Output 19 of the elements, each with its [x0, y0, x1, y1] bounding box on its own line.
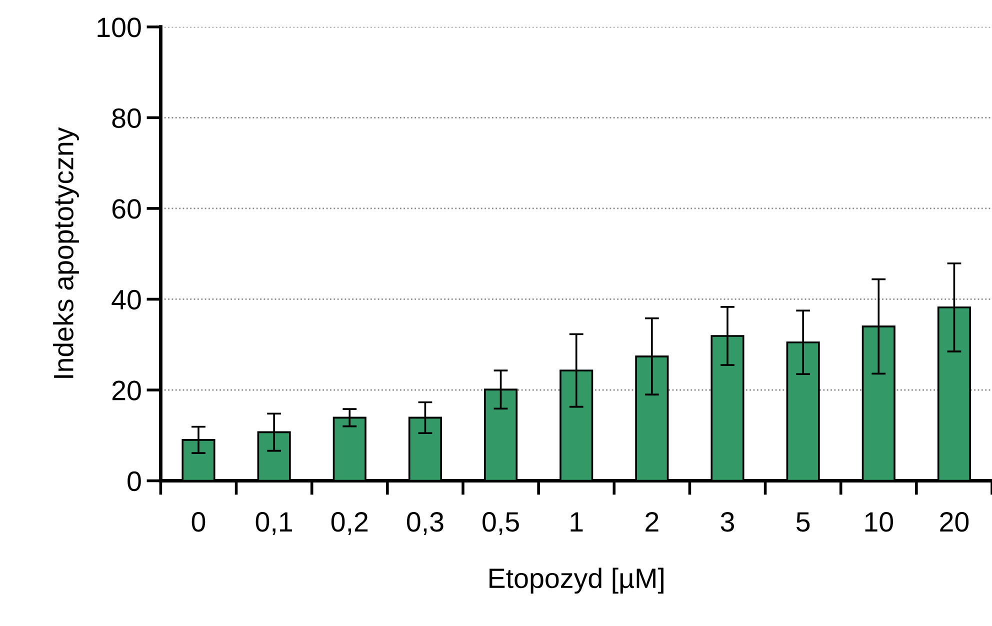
x-tick-label: 5 [796, 512, 810, 532]
y-tick-label: 0 [128, 471, 141, 492]
y-tick-label: 80 [112, 108, 141, 128]
x-tick-label: 2 [646, 512, 658, 532]
x-tick-label: 0,1 [256, 512, 292, 536]
x-tick-label: 3 [720, 512, 734, 532]
x-axis-title: Etopozyd [µM] [490, 568, 664, 594]
y-tick-label: 60 [112, 199, 141, 219]
x-tick-label: 10 [865, 512, 894, 532]
x-tick-label: 0,2 [331, 512, 368, 536]
x-tick-label: 20 [940, 512, 969, 532]
y-tick-label: 20 [112, 380, 141, 400]
y-tick-label: 40 [112, 290, 141, 310]
x-tick-label: 0 [192, 512, 206, 532]
x-tick-label: 0,3 [406, 512, 444, 536]
x-tick-label: 0,5 [482, 512, 519, 536]
y-axis-title: Indeks apoptotyczny [53, 127, 79, 378]
x-tick-label: 1 [570, 512, 583, 532]
y-tick-label: 100 [98, 18, 141, 38]
